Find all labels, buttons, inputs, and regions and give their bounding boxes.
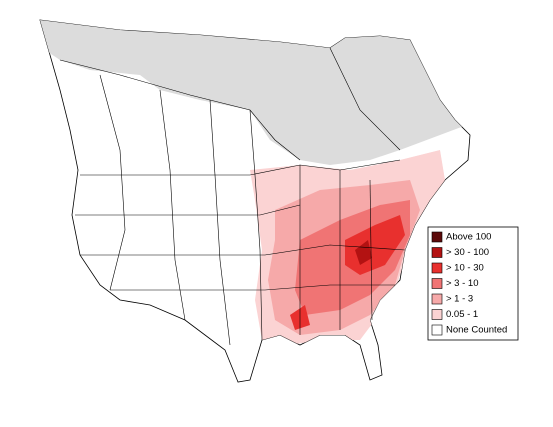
legend-swatch	[431, 309, 443, 320]
legend-label: Above 100	[446, 232, 491, 243]
legend-swatch	[431, 231, 443, 243]
legend-label: 0.05 - 1	[446, 309, 478, 320]
land	[39, 19, 471, 383]
legend-swatch	[431, 247, 443, 258]
legend-box	[427, 226, 519, 341]
legend-swatch	[431, 324, 443, 336]
legend-swatch	[431, 262, 443, 274]
borders	[59, 47, 406, 346]
range-none	[40, 20, 470, 165]
legend-label: > 30 - 100	[446, 247, 489, 258]
legend-label: > 1 - 3	[446, 294, 473, 305]
legend-swatch	[431, 293, 443, 305]
legend: Above 100 > 30 - 100 > 10 - 30 > 3 - 10 > 1 …	[427, 226, 519, 341]
legend-label: > 3 - 10	[446, 278, 478, 289]
abundance	[40, 20, 470, 345]
legend-label: None Counted	[446, 325, 507, 336]
legend-swatch	[431, 278, 443, 289]
range-peak	[355, 240, 372, 265]
legend-label: > 10 - 30	[446, 263, 484, 274]
